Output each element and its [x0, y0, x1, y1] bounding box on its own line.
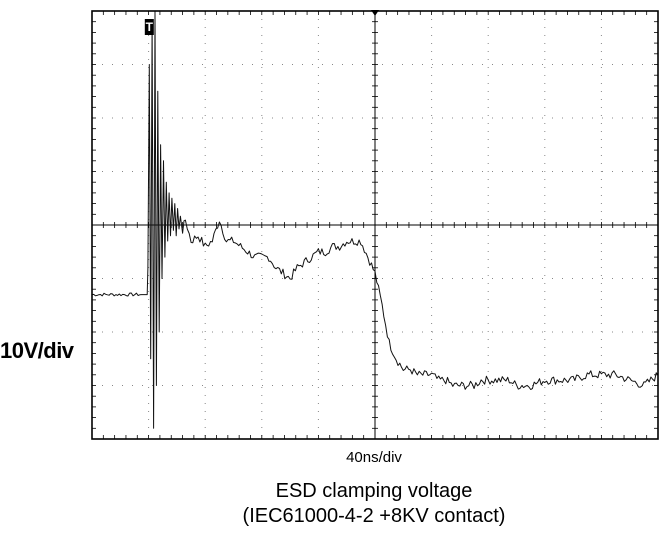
- trigger-marker-group: T: [144, 10, 379, 35]
- chart-title: ESD clamping voltage: [275, 480, 473, 502]
- y-axis-scale-label: 10V/div: [0, 338, 74, 363]
- voltage-trace: [91, 10, 659, 429]
- x-axis-scale-label: 40ns/div: [346, 449, 402, 466]
- chart-subtitle: (IEC61000-4-2 +8KV contact): [242, 505, 506, 527]
- trigger-marker-label: T: [146, 20, 154, 34]
- trigger-position-marker: [371, 10, 379, 16]
- trigger-marker-box: [144, 19, 154, 35]
